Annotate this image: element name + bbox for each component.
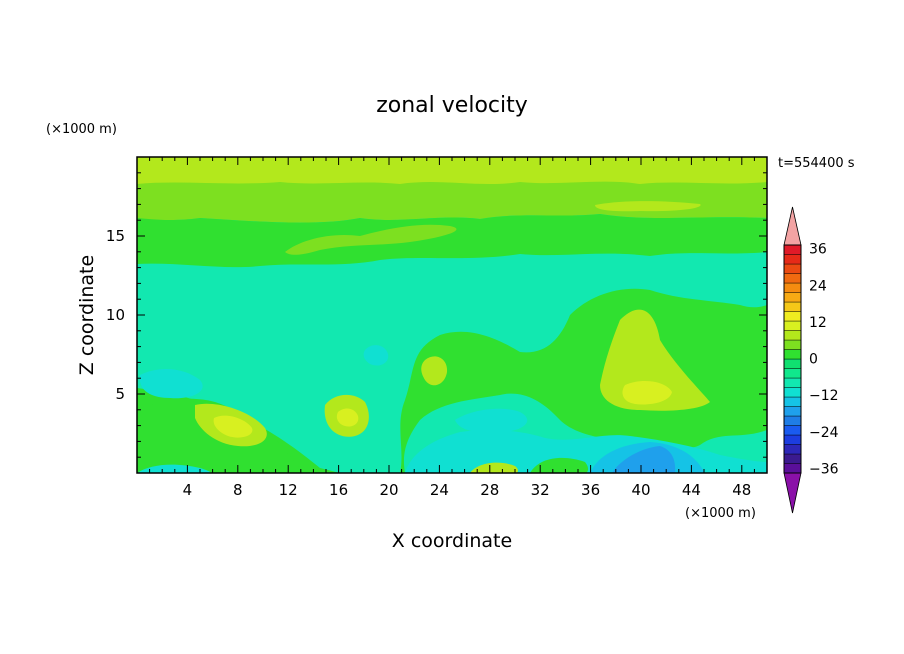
colorbar-under-triangle xyxy=(783,472,802,514)
colorbar-frame xyxy=(783,244,802,474)
bottom-cyan-strip xyxy=(137,464,211,473)
lower-negative-deep xyxy=(612,446,676,473)
colorbar-swatch xyxy=(783,320,802,331)
y-tick-label: 15 xyxy=(106,227,125,245)
colorbar-swatch xyxy=(783,377,802,388)
colorbar-swatch xyxy=(783,396,802,407)
colorbar-swatch xyxy=(783,339,802,350)
y-unit-label: (×1000 m) xyxy=(46,122,117,137)
x-unit-label: (×1000 m) xyxy=(685,506,756,521)
y-tick-label: 10 xyxy=(106,306,125,324)
colorbar-swatch xyxy=(783,415,802,426)
x-tick-label: 32 xyxy=(531,481,550,499)
positive-core-right-inner xyxy=(622,380,672,405)
small-negative-pocket xyxy=(363,345,389,366)
colorbar-swatch xyxy=(783,463,802,474)
colorbar-swatch xyxy=(783,444,802,455)
colorbar-swatch xyxy=(783,244,802,255)
y-axis-label: Z coordinate xyxy=(76,255,98,375)
colorbar-tick-label: −36 xyxy=(809,461,839,477)
colorbar-tick-label: 12 xyxy=(809,315,827,331)
x-tick-label: 12 xyxy=(279,481,298,499)
colorbar-swatch xyxy=(783,453,802,464)
bottom-positive-strip-1 xyxy=(470,462,519,473)
chart-title: zonal velocity xyxy=(376,93,528,118)
mid-negative-pocket xyxy=(455,408,528,433)
colorbar-tick-label: −24 xyxy=(809,425,839,441)
time-label: t=554400 s xyxy=(778,156,855,171)
colorbar-swatch xyxy=(783,254,802,265)
x-tick-label: 44 xyxy=(682,481,701,499)
colorbar-swatch xyxy=(783,263,802,274)
colorbar-swatch xyxy=(783,349,802,360)
colorbar-swatch xyxy=(783,330,802,341)
x-tick-label: 20 xyxy=(379,481,398,499)
colorbar-swatch xyxy=(783,368,802,379)
x-axis-label: X coordinate xyxy=(392,530,512,552)
colorbar: 36 24 12 0 −12 −24 −36 xyxy=(783,206,839,514)
colorbar-swatch xyxy=(783,301,802,312)
colorbar-tick-label: 36 xyxy=(809,242,827,258)
small-positive-patch xyxy=(421,356,448,386)
colorbar-swatch xyxy=(783,434,802,445)
top-layer-band xyxy=(137,157,767,184)
x-tick-label: 28 xyxy=(480,481,499,499)
colorbar-swatch xyxy=(783,425,802,436)
colorbar-swatch xyxy=(783,406,802,417)
x-tick-label: 40 xyxy=(631,481,650,499)
colorbar-tick-label: 24 xyxy=(809,278,827,294)
colorbar-swatch xyxy=(783,387,802,398)
y-tick-label: 5 xyxy=(115,385,125,403)
x-tick-label: 24 xyxy=(430,481,449,499)
x-tick-label: 16 xyxy=(329,481,348,499)
colorbar-swatch xyxy=(783,273,802,284)
upper-light-patch xyxy=(595,201,701,212)
colorbar-tick-label: −12 xyxy=(809,388,839,404)
x-tick-label: 36 xyxy=(581,481,600,499)
contour-field xyxy=(137,157,767,473)
bottom-positive-strip-2 xyxy=(530,457,589,473)
colorbar-over-triangle xyxy=(783,206,802,246)
colorbar-swatch xyxy=(783,358,802,369)
colorbar-swatch xyxy=(783,292,802,303)
colorbar-swatch xyxy=(783,311,802,322)
colorbar-tick-label: 0 xyxy=(809,352,818,368)
green-tongue-patch xyxy=(285,224,457,255)
x-tick-label: 4 xyxy=(183,481,193,499)
x-tick-label: 48 xyxy=(732,481,751,499)
left-cyan-pocket xyxy=(139,368,203,399)
x-tick-label: 8 xyxy=(233,481,243,499)
positive-core-left-inner xyxy=(213,415,253,438)
central-positive-region xyxy=(137,288,767,473)
colorbar-swatch xyxy=(783,282,802,293)
positive-core-middle-inner xyxy=(336,408,359,427)
